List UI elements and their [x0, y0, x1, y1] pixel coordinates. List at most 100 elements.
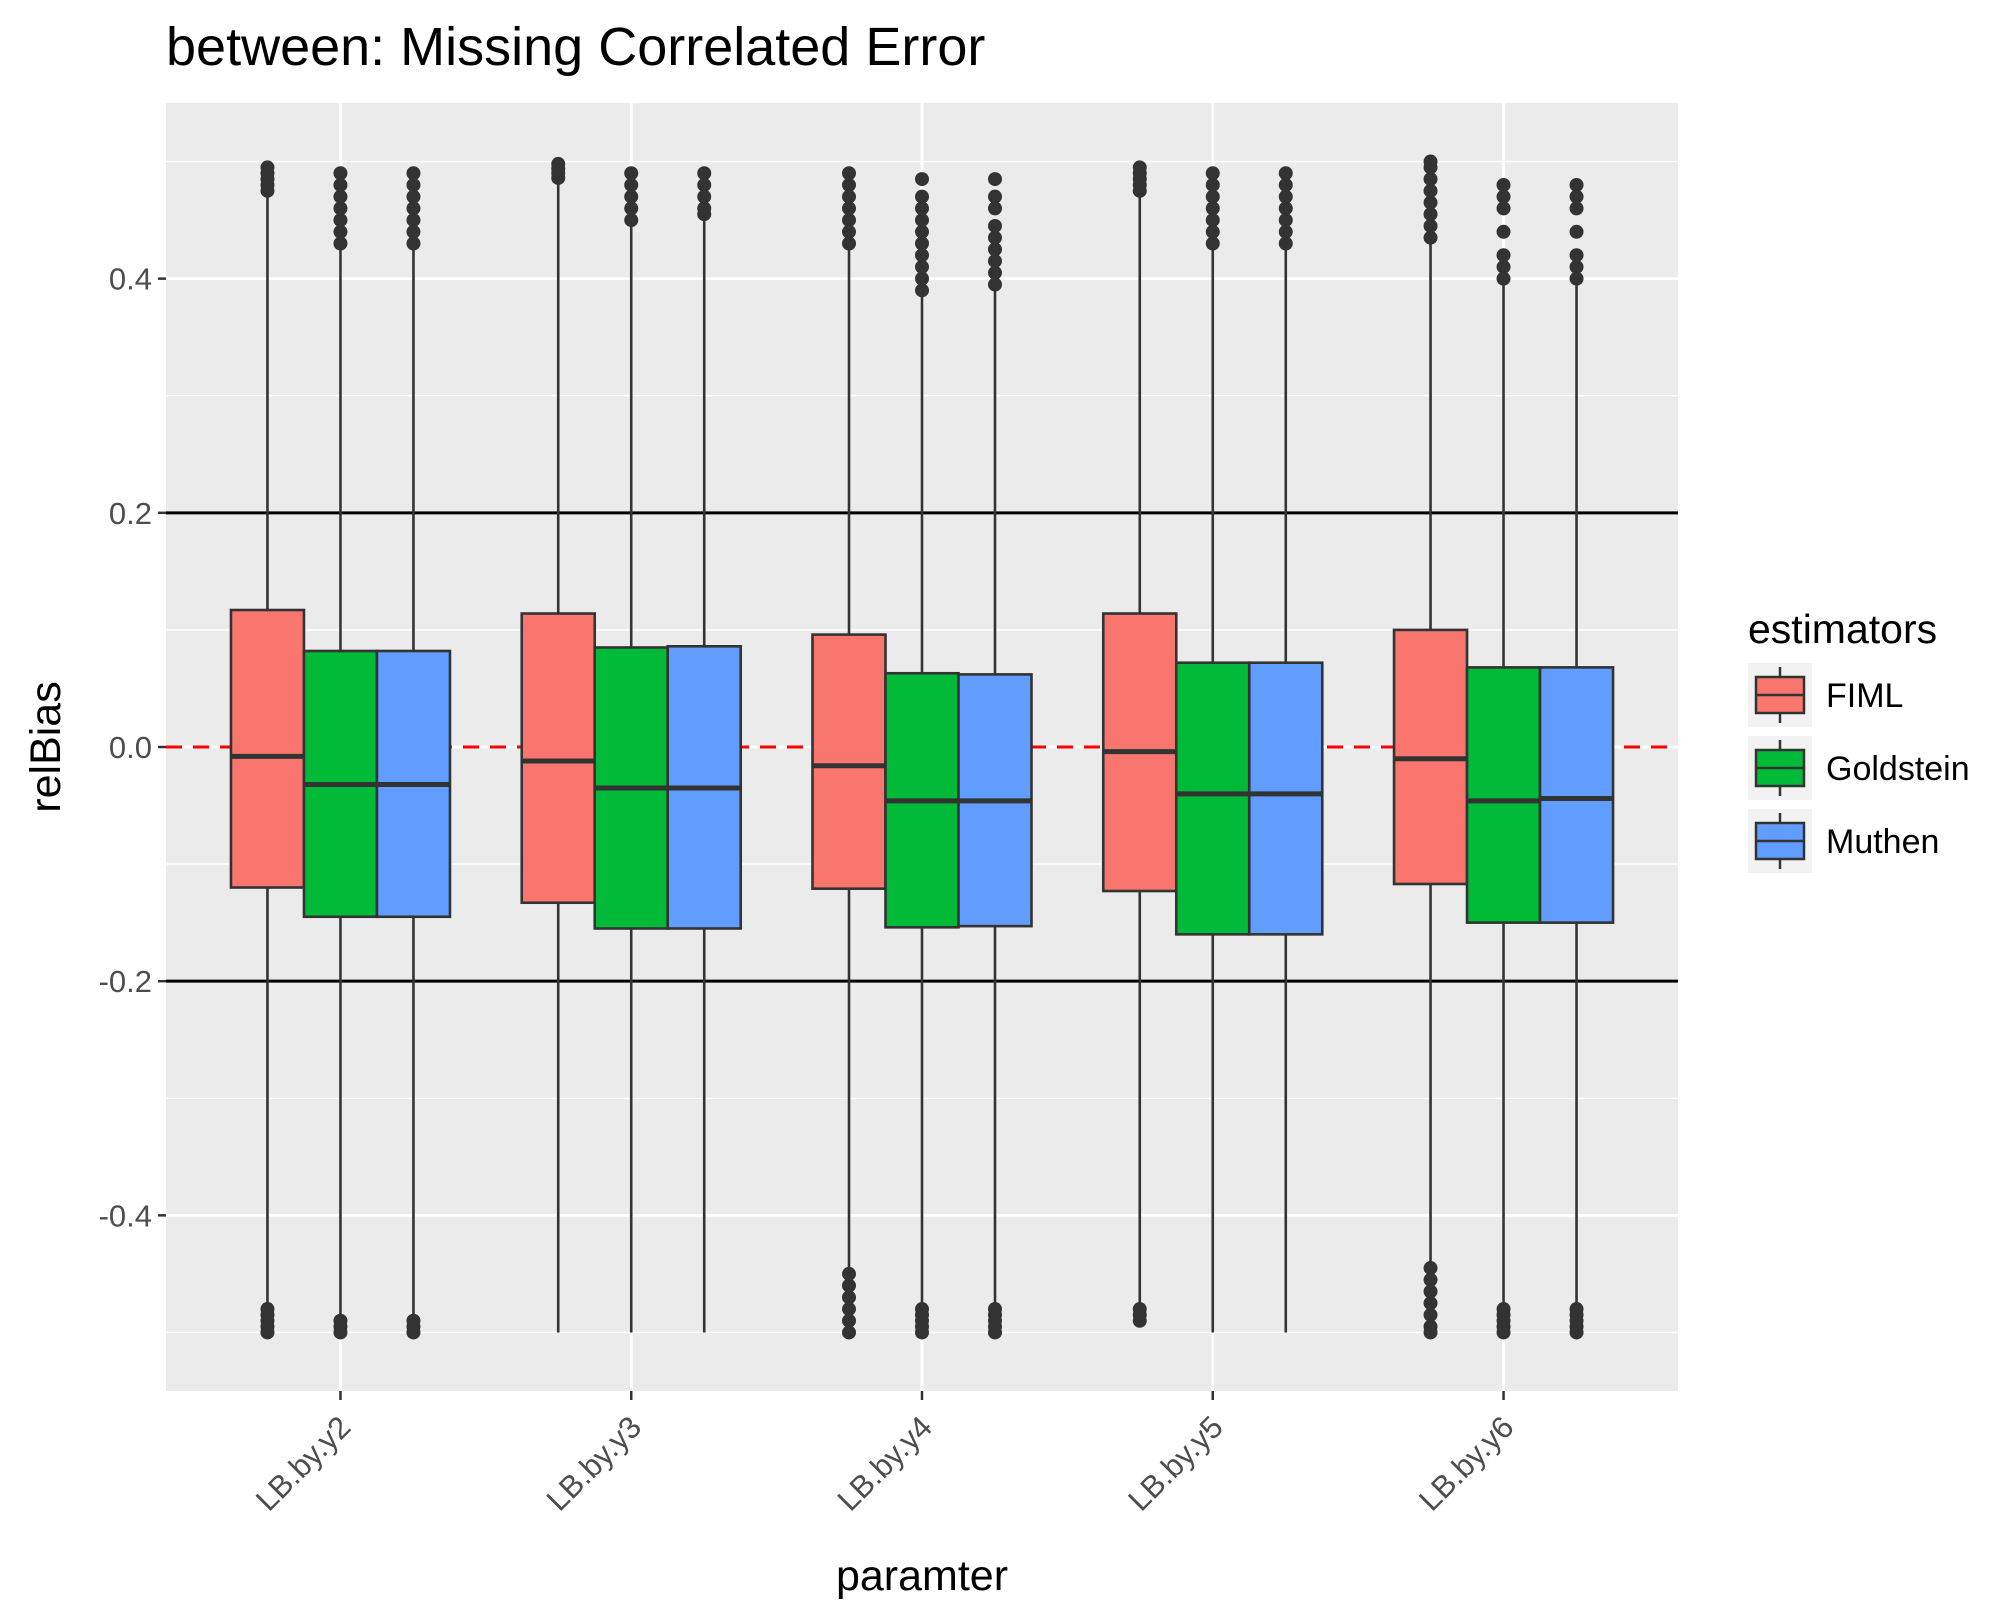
- outlier-point: [988, 201, 1002, 216]
- outlier-point: [333, 189, 348, 204]
- box-fiml: [229, 608, 306, 889]
- outlier-point: [1423, 1261, 1438, 1276]
- box-goldstein: [1465, 666, 1542, 924]
- outlier-point: [1132, 160, 1147, 175]
- outlier-point: [624, 166, 639, 181]
- outlier-point: [1569, 177, 1584, 192]
- legend-title: estimators: [1748, 606, 1937, 652]
- outlier-point: [915, 1325, 929, 1340]
- outlier-point: [915, 283, 929, 298]
- outlier-point: [406, 189, 421, 204]
- outlier-point: [551, 156, 566, 171]
- outlier-point: [406, 177, 421, 192]
- box-muthen: [1247, 661, 1324, 936]
- outlier-point: [842, 236, 856, 251]
- outlier-point: [1423, 230, 1438, 245]
- outlier-point: [1423, 1284, 1438, 1299]
- outlier-point: [1496, 177, 1511, 192]
- outlier-point: [988, 277, 1002, 292]
- outlier-point: [624, 177, 639, 192]
- outlier-point: [1569, 248, 1584, 263]
- outlier-point: [915, 189, 929, 204]
- outlier-point: [842, 224, 856, 239]
- outlier-point: [1569, 224, 1584, 239]
- outlier-point: [1423, 218, 1438, 233]
- outlier-point: [697, 189, 712, 204]
- outlier-point: [1423, 207, 1438, 222]
- outlier-point: [333, 177, 348, 192]
- outlier-point: [1205, 224, 1220, 239]
- outlier-point: [915, 236, 929, 251]
- outlier-point: [842, 1290, 856, 1305]
- box-fiml: [520, 612, 597, 905]
- outlier-point: [1423, 154, 1438, 169]
- outlier-point: [842, 1302, 856, 1317]
- outlier-point: [988, 1325, 1002, 1340]
- outlier-point: [915, 271, 929, 286]
- outlier-point: [406, 224, 421, 239]
- box-fiml: [811, 633, 887, 890]
- outlier-point: [624, 201, 639, 216]
- outlier-point: [842, 1325, 856, 1340]
- outlier-point: [915, 213, 929, 228]
- y-axis: -0.4 -0.2 0.0 0.2 0.4: [99, 262, 166, 1233]
- outlier-point: [842, 213, 856, 228]
- outlier-point: [915, 224, 929, 239]
- x-tick-label: LB.by.y2: [249, 1409, 357, 1517]
- outlier-point: [988, 242, 1002, 257]
- outlier-point: [697, 201, 712, 216]
- outlier-point: [1423, 172, 1438, 187]
- outlier-point: [988, 254, 1002, 269]
- y-tick-label: -0.2: [99, 964, 152, 999]
- outlier-point: [406, 1325, 421, 1340]
- outlier-point: [333, 166, 348, 181]
- x-tick-label: LB.by.y3: [540, 1409, 648, 1517]
- outlier-point: [406, 236, 421, 251]
- outlier-point: [1278, 189, 1293, 204]
- outlier-point: [1205, 166, 1220, 181]
- x-tick-label: LB.by.y6: [1412, 1409, 1520, 1517]
- y-tick-label: 0.4: [109, 262, 152, 297]
- chart-title: between: Missing Correlated Error: [166, 17, 985, 77]
- outlier-point: [988, 230, 1002, 245]
- outlier-point: [1496, 271, 1511, 286]
- outlier-point: [1278, 177, 1293, 192]
- outlier-point: [842, 189, 856, 204]
- outlier-point: [988, 218, 1002, 233]
- outlier-point: [1569, 271, 1584, 286]
- x-tick-label: LB.by.y4: [831, 1409, 939, 1517]
- outlier-point: [1569, 189, 1584, 204]
- outlier-point: [1569, 1325, 1584, 1340]
- legend: estimators FIML Goldstein Muthen: [1748, 606, 1970, 873]
- outlier-point: [624, 213, 639, 228]
- outlier-point: [333, 236, 348, 251]
- outlier-point: [1496, 224, 1511, 239]
- y-tick-label: 0.2: [109, 496, 152, 531]
- outlier-point: [1423, 195, 1438, 210]
- outlier-point: [1278, 201, 1293, 216]
- y-tick-label: 0.0: [109, 730, 152, 765]
- outlier-point: [915, 248, 929, 263]
- outlier-point: [1132, 1313, 1147, 1328]
- box-goldstein: [1174, 661, 1251, 936]
- y-axis-title: relBias: [22, 681, 70, 812]
- outlier-point: [1496, 189, 1511, 204]
- outlier-point: [988, 172, 1002, 187]
- outlier-point: [697, 177, 712, 192]
- x-axis: LB.by.y2 LB.by.y3 LB.by.y4 LB.by.y5 LB.by.y6: [249, 1391, 1520, 1518]
- legend-label-goldstein: Goldstein: [1826, 750, 1970, 788]
- outlier-point: [1496, 259, 1511, 274]
- outlier-point: [333, 213, 348, 228]
- outlier-point: [915, 172, 929, 187]
- outlier-point: [915, 201, 929, 216]
- outlier-point: [1496, 201, 1511, 216]
- outlier-point: [333, 224, 348, 239]
- outlier-point: [697, 166, 712, 181]
- outlier-point: [333, 201, 348, 216]
- x-tick-label: LB.by.y5: [1121, 1409, 1229, 1517]
- outlier-point: [915, 259, 929, 274]
- outlier-point: [1278, 213, 1293, 228]
- outlier-point: [1205, 189, 1220, 204]
- outlier-point: [988, 265, 1002, 280]
